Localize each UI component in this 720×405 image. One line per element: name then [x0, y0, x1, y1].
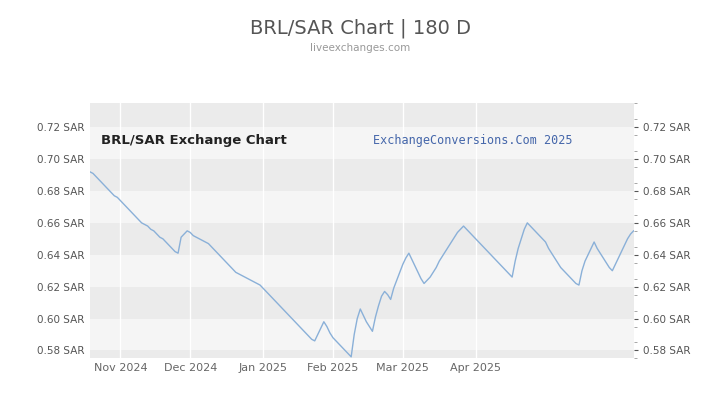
Bar [90, 191, 634, 223]
Bar [90, 159, 634, 191]
Text: ExchangeConversions.Com 2025: ExchangeConversions.Com 2025 [373, 134, 572, 147]
Text: BRL/SAR Chart | 180 D: BRL/SAR Chart | 180 D [250, 18, 470, 38]
Bar [90, 223, 634, 255]
Bar [90, 127, 634, 159]
Bar [90, 287, 634, 319]
Bar [90, 103, 634, 127]
Text: BRL/SAR Exchange Chart: BRL/SAR Exchange Chart [101, 134, 287, 147]
Bar [90, 255, 634, 287]
Bar [90, 350, 634, 358]
Text: liveexchanges.com: liveexchanges.com [310, 43, 410, 53]
Bar [90, 319, 634, 350]
